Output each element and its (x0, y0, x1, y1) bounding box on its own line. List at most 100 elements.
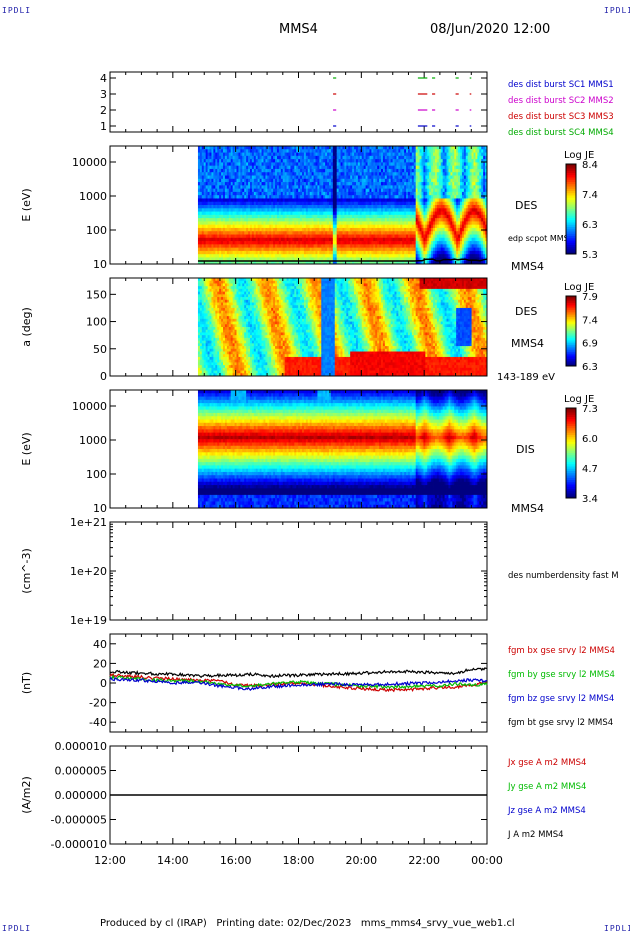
colorbar-dis-energy-swatch (566, 489, 576, 492)
panel-dis-energy-spectrogram (197, 390, 488, 509)
colorbar-des-energy-swatch (566, 238, 576, 241)
panel-current-frame-time-ticks (109, 746, 488, 844)
panel-dis-energy-label: DIS (516, 443, 535, 456)
colorbar-dis-energy-swatch (566, 439, 576, 443)
colorbar-des-energy-swatch (566, 227, 576, 230)
colorbar-des-energy-tick-label: 7.4 (582, 190, 598, 201)
panel-des-energy-overlay-label: edp scpot MMS4 (508, 234, 574, 243)
colorbar-des-energy-swatch (566, 215, 576, 219)
colorbar-des-pad-swatch (566, 332, 576, 335)
current-legend-entry: Jy gse A m2 MMS4 (507, 782, 586, 792)
panel-dis-energy-y-tick-label: 1000 (79, 434, 107, 447)
colorbar-des-energy-swatch (566, 200, 576, 203)
colorbar-des-pad-swatch (566, 353, 576, 356)
colorbar-dis-energy-swatch (566, 457, 576, 461)
colorbar-dis-energy-swatch (566, 412, 576, 416)
burst-legend-entry: des dist burst SC2 MMS2 (508, 96, 614, 106)
colorbar-dis-energy-swatch (566, 484, 576, 488)
colorbar-dis-energy-tick-label: 7.3 (582, 404, 598, 415)
footer-file-name: mms_mms4_srvy_vue_web1.cl (360, 918, 515, 929)
panel-des-energy-y-tick-label: 10 (93, 258, 107, 271)
panel-burst-y-tick-label: 1 (100, 120, 107, 133)
colorbar-des-pad-swatch (566, 350, 576, 353)
colorbar-des-energy-swatch (566, 247, 576, 250)
panel-current-y-tick-label: -0.000010 (51, 838, 107, 851)
colorbar-dis-energy-swatch (566, 477, 576, 481)
colorbar-dis-energy-swatch (566, 417, 576, 420)
colorbar-dis-energy-swatch (566, 471, 576, 474)
current-legend-entry: Jx gse A m2 MMS4 (507, 758, 586, 768)
colorbar-dis-energy-swatch (566, 428, 576, 431)
colorbar-des-energy-frame (565, 163, 577, 255)
bfield-series-bz (109, 676, 488, 691)
colorbar-des-pad-swatch (566, 303, 576, 306)
panel-bfield-y-tick-label: 20 (93, 657, 107, 670)
colorbar-des-energy-swatch (566, 175, 576, 178)
colorbar-dis-energy-swatch (566, 473, 576, 476)
colorbar-des-pad-tick-label: 7.9 (582, 292, 598, 303)
colorbar-des-pad-swatch (566, 299, 576, 302)
bfield-legend-entry: fgm by gse srvy l2 MMS4 (508, 670, 615, 680)
colorbar-des-energy-swatch (566, 231, 576, 235)
colorbar-dis-energy-swatch (566, 423, 576, 427)
colorbar-dis-energy-swatch (566, 408, 576, 411)
panel-burst-frame-time-ticks (109, 72, 488, 132)
colorbar-des-pad-swatch (566, 308, 576, 311)
colorbar-des-energy-swatch (566, 251, 576, 255)
corner-mark-top-left: IPDLI (2, 6, 32, 15)
colorbar-des-pad-swatch (566, 322, 576, 325)
panel-des-energy-y-tick-label: 10000 (72, 156, 107, 169)
colorbar-des-pad-swatch (566, 318, 576, 321)
panel-dis-energy-y-tick-label: 100 (86, 468, 107, 481)
colorbar-des-pad-swatch (566, 320, 576, 323)
panel-des-energy-spectrogram (197, 146, 488, 265)
bfield-legend-entry: fgm bz gse srvy l2 MMS4 (508, 694, 614, 704)
colorbar-dis-energy-swatch (566, 450, 576, 454)
panel-des-pad-energy-range: 143-189 eV (497, 372, 555, 383)
colorbar-des-pad-tick-label: 6.3 (582, 362, 598, 373)
colorbar-dis-energy-swatch (566, 475, 576, 479)
colorbar-dis-energy-swatch (566, 430, 576, 434)
bfield-legend-entry: fgm bt gse srvy l2 MMS4 (508, 718, 613, 728)
colorbar-des-pad-swatch (566, 336, 576, 339)
colorbar-des-pad-swatch (566, 360, 576, 363)
colorbar-des-energy-swatch (566, 177, 576, 181)
footer-produced-by: Produced by cl (IRAP) (100, 918, 207, 929)
colorbar-des-pad-swatch (566, 317, 576, 320)
colorbar-des-energy-tick-label: 5.3 (582, 250, 598, 261)
panel-current-ylabel: (A/m2) (20, 776, 33, 814)
colorbar-dis-energy-swatch (566, 437, 576, 440)
panel-des-energy-label: DES (515, 199, 537, 212)
colorbar-des-energy-swatch (566, 173, 576, 176)
colorbar-des-energy-swatch (566, 193, 576, 196)
x-tick-label: 16:00 (220, 854, 252, 867)
current-legend-entry: Jz gse A m2 MMS4 (507, 806, 586, 816)
colorbar-dis-energy-swatch (566, 459, 576, 463)
panel-des-pad-y-tick-label: 100 (86, 316, 107, 329)
colorbar-des-pad-swatch (566, 310, 576, 313)
colorbar-des-energy-swatch (566, 197, 576, 201)
colorbar-des-pad-swatch (566, 313, 576, 316)
colorbar-des-energy-swatch (566, 179, 576, 183)
panel-burst-y-tick-label: 3 (100, 88, 107, 101)
colorbar-des-energy-swatch (566, 236, 576, 239)
colorbar-des-pad-swatch (566, 346, 576, 349)
colorbar-des-pad-swatch (566, 324, 576, 327)
colorbar-des-energy-swatch (566, 209, 576, 212)
footer-printing-date: Printing date: 02/Dec/2023 (216, 918, 352, 929)
colorbar-dis-energy-swatch (566, 495, 576, 499)
colorbar-dis-energy-frame (565, 407, 577, 499)
bfield-series-bt (109, 667, 488, 679)
colorbar-des-energy-swatch (566, 206, 576, 210)
colorbar-des-pad-swatch (566, 338, 576, 341)
burst-legend-entry: des dist burst SC4 MMS4 (508, 128, 614, 138)
colorbar-des-energy-swatch (566, 222, 576, 226)
colorbar-dis-energy-swatch (566, 435, 576, 438)
colorbar-dis-energy-swatch (566, 419, 576, 422)
colorbar-des-energy-swatch (566, 213, 576, 217)
colorbar-des-pad-swatch (566, 352, 576, 355)
colorbar-des-pad-swatch (566, 357, 576, 360)
colorbar-des-energy-swatch (566, 202, 576, 205)
panel-bfield-frame-time-ticks (109, 634, 488, 732)
colorbar-des-pad-swatch (566, 325, 576, 328)
